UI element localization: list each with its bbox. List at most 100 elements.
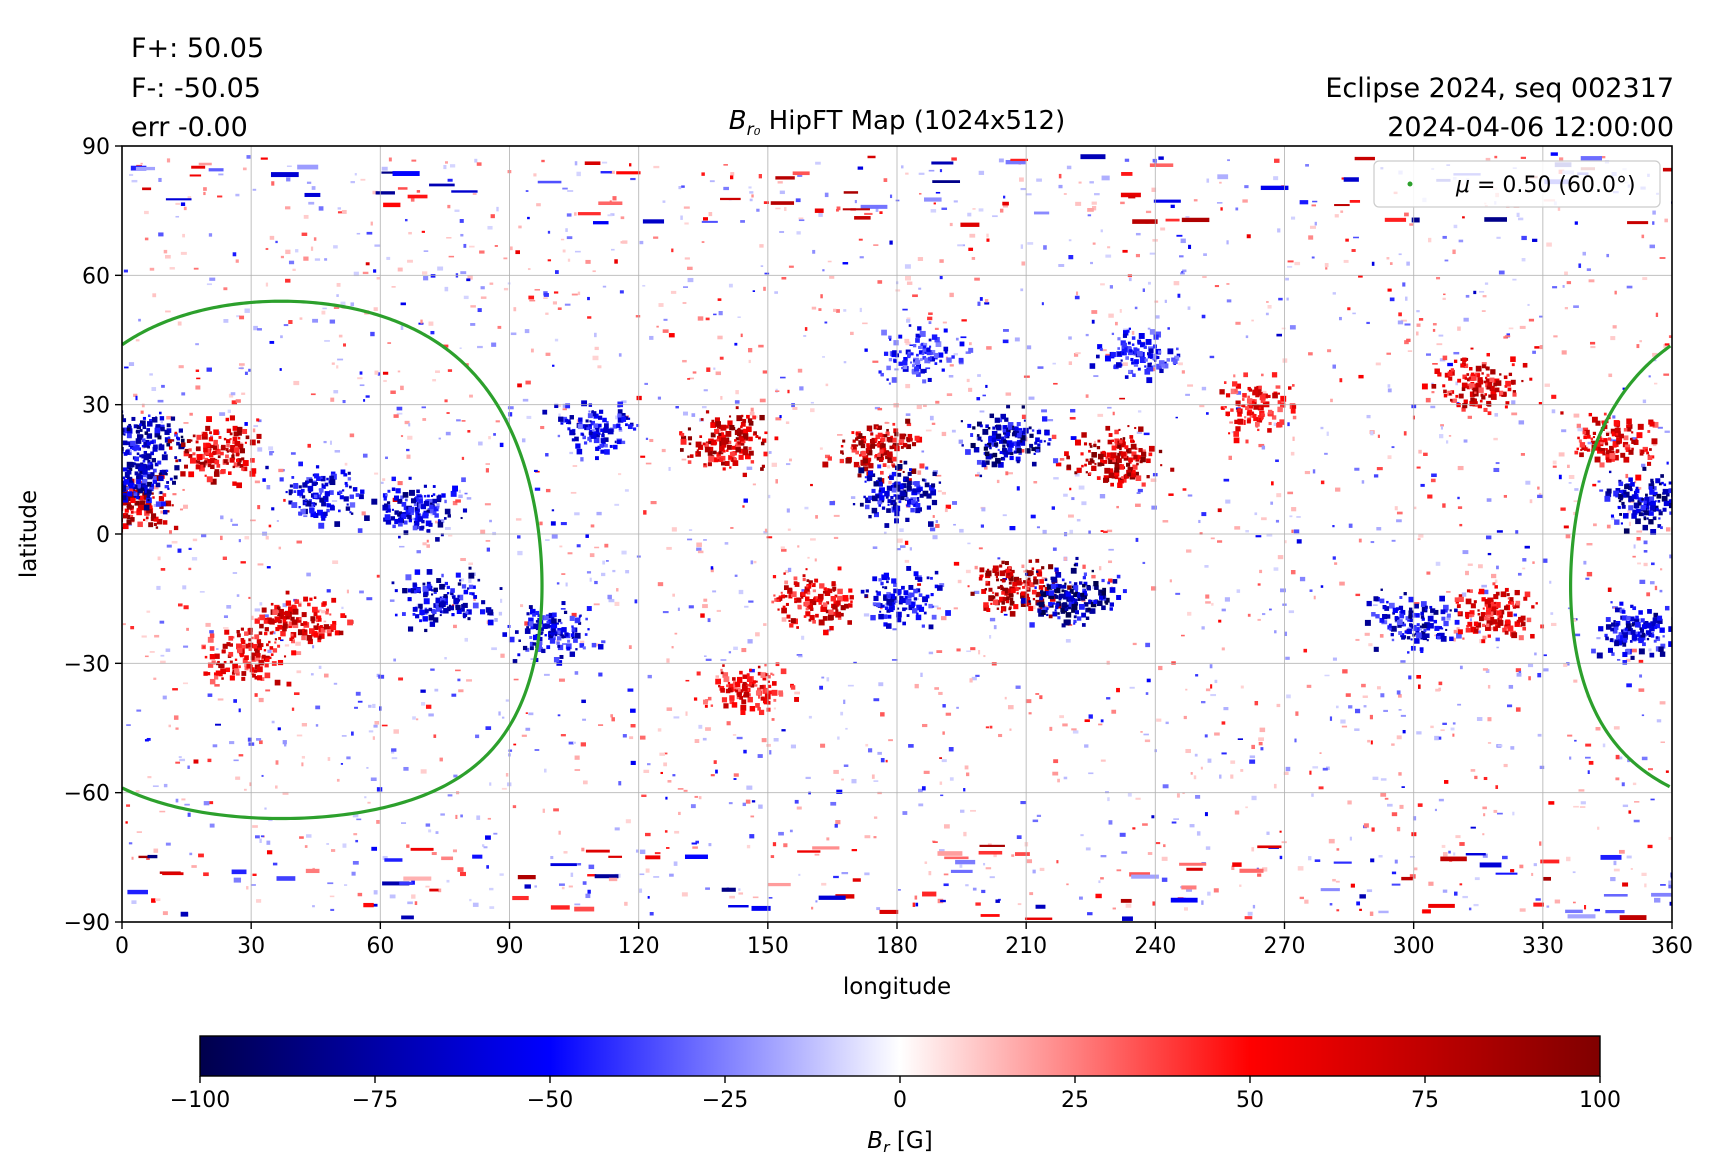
field-speckle xyxy=(238,708,241,713)
field-speckle xyxy=(1349,836,1352,841)
field-speckle xyxy=(1147,852,1153,855)
field-speckle xyxy=(493,433,496,436)
field-speckle xyxy=(126,724,131,727)
active-region-pixel xyxy=(596,433,600,438)
active-region-pixel xyxy=(416,489,420,494)
field-speckle xyxy=(1432,323,1437,326)
field-speckle xyxy=(467,430,471,433)
field-speckle xyxy=(1325,267,1328,270)
active-region-pixel xyxy=(242,466,248,472)
field-speckle xyxy=(472,192,477,195)
active-region-pixel xyxy=(276,606,281,610)
active-region-pixel xyxy=(1093,443,1097,448)
field-speckle xyxy=(1366,889,1373,893)
field-speckle xyxy=(373,890,378,895)
field-speckle xyxy=(770,855,775,859)
active-region-pixel xyxy=(919,493,924,498)
active-region-pixel xyxy=(160,426,165,432)
field-speckle xyxy=(169,267,175,270)
field-speckle xyxy=(135,339,140,342)
active-region-pixel xyxy=(256,639,262,644)
field-speckle xyxy=(1496,530,1503,533)
field-speckle xyxy=(1482,833,1485,836)
field-speckle xyxy=(1461,592,1467,597)
field-speckle xyxy=(639,735,646,740)
active-region-pixel xyxy=(601,433,605,438)
active-region-pixel xyxy=(1100,462,1105,466)
field-speckle xyxy=(1622,804,1629,808)
field-speckle xyxy=(645,462,652,465)
active-region-pixel xyxy=(617,413,622,418)
field-speckle xyxy=(144,655,149,658)
active-region-pixel xyxy=(863,495,866,499)
active-region-pixel xyxy=(162,520,168,525)
active-region-pixel xyxy=(319,492,323,495)
field-speckle xyxy=(1254,700,1259,706)
active-region-pixel xyxy=(288,624,292,629)
active-region-pixel xyxy=(277,613,281,617)
field-speckle xyxy=(857,166,864,170)
active-region-pixel xyxy=(201,433,208,440)
active-region-pixel xyxy=(1002,449,1008,455)
polar-streak xyxy=(429,183,455,187)
active-region-pixel xyxy=(114,486,116,488)
field-speckle xyxy=(1099,494,1106,499)
active-region-pixel xyxy=(169,477,173,481)
field-speckle xyxy=(1482,589,1489,595)
field-speckle xyxy=(1005,471,1009,476)
field-speckle xyxy=(904,540,909,545)
active-region-pixel xyxy=(518,639,521,642)
field-speckle xyxy=(236,315,240,318)
active-region-pixel xyxy=(1135,458,1140,462)
field-speckle xyxy=(499,442,504,448)
field-speckle xyxy=(420,689,426,693)
active-region-pixel xyxy=(980,439,983,442)
field-speckle xyxy=(469,898,472,902)
field-speckle xyxy=(1245,529,1249,533)
field-speckle xyxy=(350,180,355,184)
active-region-pixel xyxy=(393,495,400,501)
field-speckle xyxy=(694,795,698,798)
field-speckle xyxy=(688,529,693,532)
field-speckle xyxy=(525,727,531,731)
active-region-pixel xyxy=(557,644,564,651)
field-speckle xyxy=(1204,812,1208,817)
active-region-pixel xyxy=(214,653,220,659)
field-speckle xyxy=(943,873,949,876)
active-region-pixel xyxy=(235,452,240,457)
active-region-pixel xyxy=(903,460,908,465)
field-speckle xyxy=(935,520,938,524)
field-speckle xyxy=(1240,685,1244,689)
active-region-pixel xyxy=(403,520,408,525)
active-region-pixel xyxy=(609,444,613,448)
active-region-pixel xyxy=(122,451,124,454)
field-speckle xyxy=(1566,281,1572,285)
field-speckle xyxy=(353,271,359,277)
active-region-pixel xyxy=(269,646,274,650)
active-region-pixel xyxy=(1013,450,1017,454)
field-speckle xyxy=(163,249,168,254)
polar-streak xyxy=(852,878,861,882)
field-speckle xyxy=(425,704,432,709)
field-speckle xyxy=(508,412,513,417)
field-speckle xyxy=(1527,663,1534,668)
active-region-pixel xyxy=(708,441,712,444)
active-region-pixel xyxy=(695,452,698,455)
field-speckle xyxy=(1234,810,1240,815)
field-speckle xyxy=(685,679,690,682)
field-speckle xyxy=(370,777,377,782)
active-region-pixel xyxy=(721,461,726,466)
field-speckle xyxy=(691,842,698,845)
field-speckle xyxy=(1428,237,1432,243)
active-region-pixel xyxy=(338,509,341,513)
field-speckle xyxy=(1143,733,1149,736)
field-speckle xyxy=(1002,514,1007,517)
field-speckle xyxy=(690,804,696,809)
active-region-pixel xyxy=(122,476,126,480)
field-speckle xyxy=(1223,707,1229,711)
field-speckle xyxy=(373,307,378,311)
field-speckle xyxy=(752,483,756,486)
field-speckle xyxy=(909,344,916,346)
field-speckle xyxy=(1204,734,1208,738)
field-speckle xyxy=(1214,679,1218,684)
